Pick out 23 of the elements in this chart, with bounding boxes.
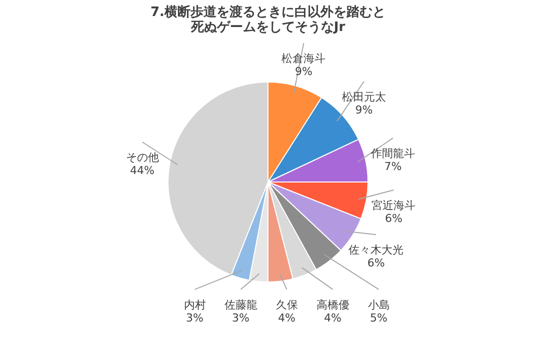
- data-label: 5%: [370, 311, 388, 324]
- slice-label: 松田元太: [342, 90, 386, 104]
- data-label: 3%: [186, 311, 204, 324]
- slice-label: 松倉海斗: [282, 52, 326, 66]
- data-label: 44%: [130, 164, 154, 178]
- slice-label: 高橋優: [316, 298, 350, 312]
- data-label: 9%: [355, 103, 373, 116]
- data-label: 4%: [278, 311, 296, 324]
- data-label: 6%: [385, 212, 402, 225]
- slice-label: 佐藤龍: [224, 298, 258, 312]
- slice-label: 小島: [368, 298, 390, 312]
- slice-label: 佐々木大光: [348, 244, 404, 257]
- slice-label: その他: [126, 151, 159, 164]
- slice-label: 作間龍斗: [370, 147, 415, 160]
- data-label: 9%: [294, 65, 312, 78]
- data-label: 6%: [367, 256, 385, 270]
- slice-label: 内村: [184, 298, 206, 312]
- data-label: 4%: [324, 311, 342, 324]
- chart-title: 7.横断歩道を渡るときに白以外を踏むと死ぬゲームをしてそうなJr: [150, 4, 386, 35]
- slice-label: 宮近海斗: [372, 198, 416, 212]
- data-label: 7%: [384, 160, 402, 174]
- slice-label: 久保: [276, 298, 298, 312]
- data-label: 3%: [232, 311, 250, 324]
